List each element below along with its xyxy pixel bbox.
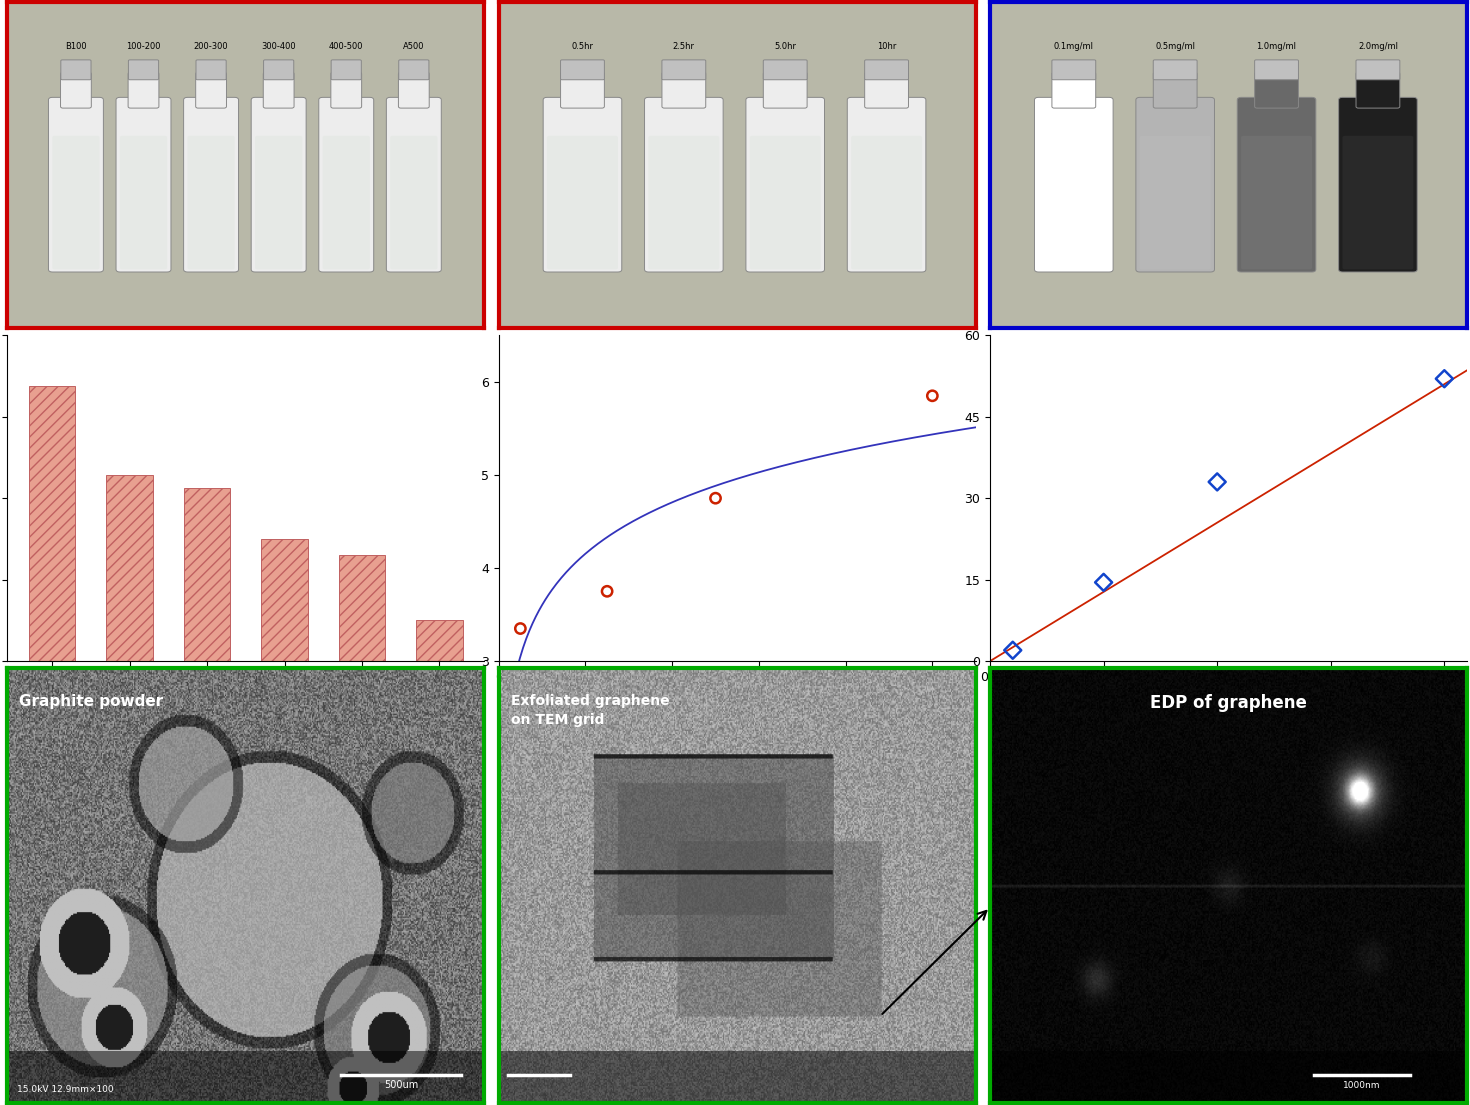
- FancyBboxPatch shape: [121, 136, 168, 270]
- FancyBboxPatch shape: [196, 60, 226, 80]
- Text: 2.5hr: 2.5hr: [673, 42, 695, 51]
- Text: Exfoliated graphene
on TEM grid: Exfoliated graphene on TEM grid: [510, 694, 669, 727]
- FancyBboxPatch shape: [184, 97, 238, 272]
- FancyBboxPatch shape: [662, 72, 706, 108]
- FancyBboxPatch shape: [49, 97, 103, 272]
- Bar: [29, 386, 75, 661]
- X-axis label: graphite powder size(μm): graphite powder size(μm): [148, 690, 343, 702]
- Text: 5.0hr: 5.0hr: [775, 42, 797, 51]
- FancyBboxPatch shape: [1238, 97, 1316, 272]
- FancyBboxPatch shape: [398, 60, 429, 80]
- Text: 0.1mg/ml: 0.1mg/ml: [1054, 42, 1094, 51]
- FancyBboxPatch shape: [1355, 72, 1399, 108]
- Point: [704, 490, 728, 507]
- Point: [1092, 573, 1116, 591]
- Text: 0.5hr: 0.5hr: [572, 42, 594, 51]
- FancyBboxPatch shape: [1053, 60, 1095, 80]
- FancyBboxPatch shape: [1038, 136, 1110, 270]
- Bar: [184, 488, 231, 661]
- Bar: [106, 475, 153, 661]
- Text: 500um: 500um: [384, 1080, 417, 1090]
- FancyBboxPatch shape: [1342, 136, 1413, 270]
- FancyBboxPatch shape: [547, 136, 617, 270]
- FancyBboxPatch shape: [1035, 97, 1113, 272]
- FancyBboxPatch shape: [331, 60, 362, 80]
- FancyBboxPatch shape: [560, 60, 604, 80]
- FancyBboxPatch shape: [763, 72, 807, 108]
- Text: EDP of graphene: EDP of graphene: [1150, 694, 1307, 713]
- FancyBboxPatch shape: [1339, 97, 1417, 272]
- FancyBboxPatch shape: [390, 136, 438, 270]
- FancyBboxPatch shape: [864, 60, 908, 80]
- Text: 1.0mg/ml: 1.0mg/ml: [1257, 42, 1297, 51]
- Point: [595, 582, 619, 600]
- FancyBboxPatch shape: [1241, 136, 1313, 270]
- Text: 200-300: 200-300: [194, 42, 228, 51]
- FancyBboxPatch shape: [254, 136, 303, 270]
- FancyBboxPatch shape: [53, 136, 100, 270]
- Text: 2.0mg/ml: 2.0mg/ml: [1358, 42, 1398, 51]
- FancyBboxPatch shape: [763, 60, 807, 80]
- FancyBboxPatch shape: [750, 136, 820, 270]
- Text: 400-500: 400-500: [329, 42, 363, 51]
- Bar: [7, 1051, 485, 1103]
- Text: 0.5mg/ml: 0.5mg/ml: [1155, 42, 1195, 51]
- Point: [509, 620, 532, 638]
- Point: [1205, 473, 1229, 491]
- FancyBboxPatch shape: [128, 60, 159, 80]
- FancyBboxPatch shape: [398, 72, 429, 108]
- FancyBboxPatch shape: [188, 136, 235, 270]
- FancyBboxPatch shape: [648, 136, 719, 270]
- Point: [920, 387, 944, 404]
- FancyBboxPatch shape: [1255, 72, 1298, 108]
- FancyBboxPatch shape: [196, 72, 226, 108]
- X-axis label: Socnication time(hour): Socnication time(hour): [651, 692, 823, 705]
- Text: 1000nm: 1000nm: [1344, 1081, 1380, 1090]
- FancyBboxPatch shape: [745, 97, 825, 272]
- FancyBboxPatch shape: [116, 97, 171, 272]
- FancyBboxPatch shape: [1355, 60, 1399, 80]
- FancyBboxPatch shape: [387, 97, 441, 272]
- Bar: [262, 539, 307, 661]
- Text: 300-400: 300-400: [262, 42, 295, 51]
- FancyBboxPatch shape: [263, 72, 294, 108]
- FancyBboxPatch shape: [1053, 72, 1095, 108]
- Bar: [498, 1051, 976, 1103]
- FancyBboxPatch shape: [851, 136, 922, 270]
- FancyBboxPatch shape: [263, 60, 294, 80]
- FancyBboxPatch shape: [1136, 97, 1214, 272]
- FancyBboxPatch shape: [644, 97, 723, 272]
- FancyBboxPatch shape: [251, 97, 306, 272]
- Bar: [338, 555, 385, 661]
- FancyBboxPatch shape: [60, 72, 91, 108]
- FancyBboxPatch shape: [560, 72, 604, 108]
- FancyBboxPatch shape: [662, 60, 706, 80]
- Point: [1433, 370, 1457, 388]
- FancyBboxPatch shape: [331, 72, 362, 108]
- FancyBboxPatch shape: [1154, 60, 1197, 80]
- FancyBboxPatch shape: [128, 72, 159, 108]
- X-axis label: Initial concentration(mg/mℓ): Initial concentration(mg/mℓ): [1122, 692, 1335, 705]
- Text: 10hr: 10hr: [878, 42, 897, 51]
- FancyBboxPatch shape: [1139, 136, 1211, 270]
- FancyBboxPatch shape: [322, 136, 370, 270]
- FancyBboxPatch shape: [544, 97, 622, 272]
- Text: B100: B100: [65, 42, 87, 51]
- FancyBboxPatch shape: [60, 60, 91, 80]
- Bar: [416, 620, 463, 661]
- FancyBboxPatch shape: [864, 72, 908, 108]
- FancyBboxPatch shape: [1254, 60, 1298, 80]
- Text: 100-200: 100-200: [126, 42, 160, 51]
- Text: 15.0kV 12.9mm×100: 15.0kV 12.9mm×100: [16, 1085, 113, 1094]
- Bar: [989, 1051, 1467, 1103]
- Text: A500: A500: [403, 42, 425, 51]
- FancyBboxPatch shape: [1154, 72, 1197, 108]
- FancyBboxPatch shape: [847, 97, 926, 272]
- Text: Graphite powder: Graphite powder: [19, 694, 163, 709]
- Point: [1001, 641, 1025, 659]
- FancyBboxPatch shape: [319, 97, 373, 272]
